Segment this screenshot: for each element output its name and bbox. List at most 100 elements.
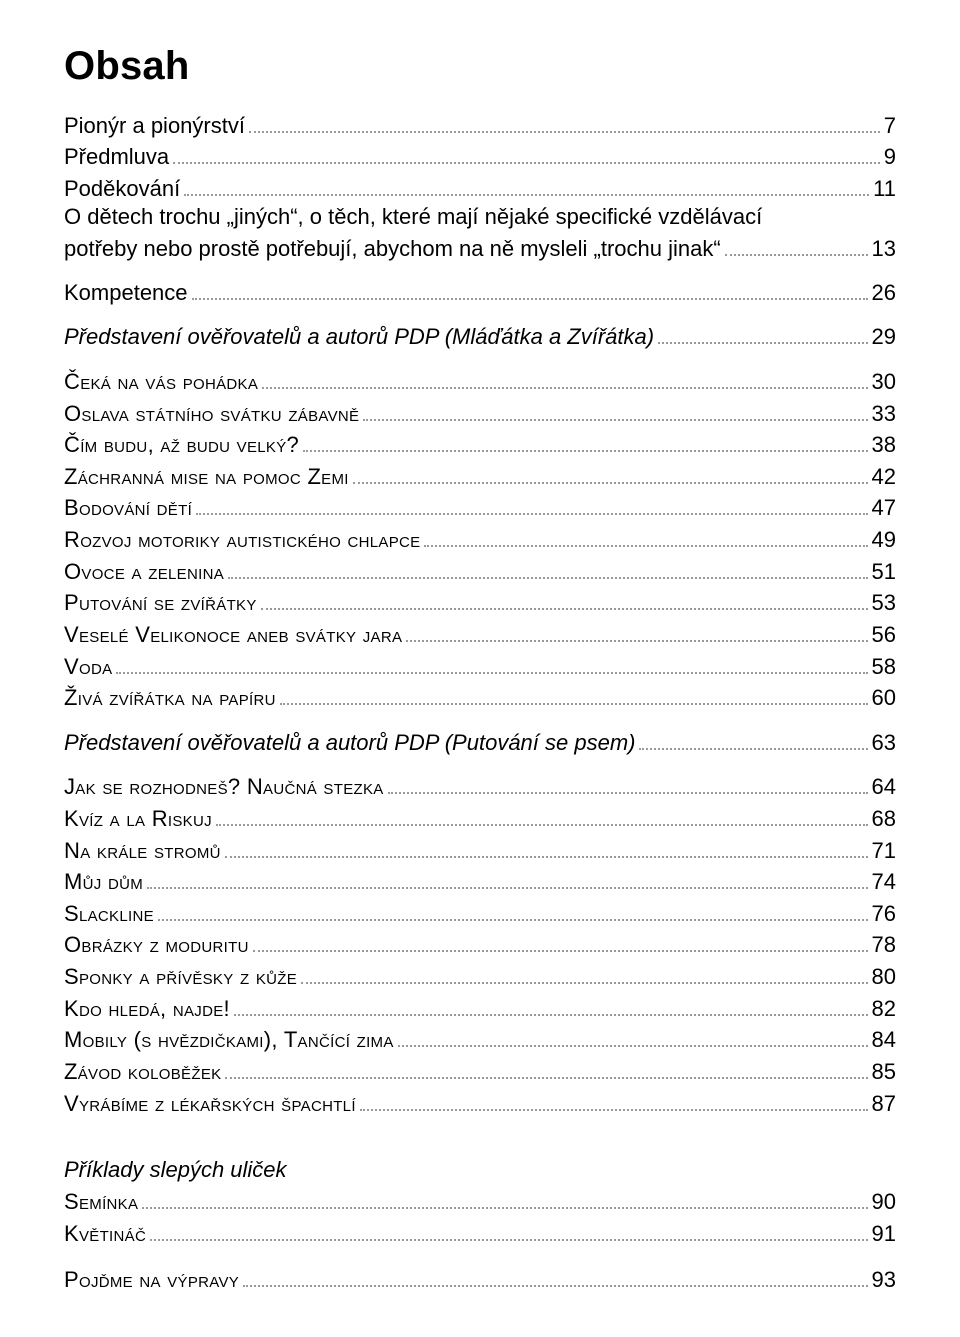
toc-row: Čeká na vás pohádka30 (64, 367, 896, 393)
toc-row: Kompetence26 (64, 278, 896, 304)
toc-leader (301, 962, 867, 984)
toc-row: Mobily (s hvězdičkami), Tančící zima 84 (64, 1026, 896, 1052)
toc-row: Můj dům74 (64, 867, 896, 893)
toc-entry-page: 42 (872, 466, 896, 489)
toc-entry-page: 53 (872, 592, 896, 615)
toc-leader (353, 462, 868, 484)
toc-entry-label: Obrázky z moduritu (64, 934, 249, 957)
toc-leader (225, 836, 868, 858)
toc-leader (363, 399, 867, 421)
toc-entry-label: Čím budu, až budu velký? (64, 434, 299, 457)
toc-row: Příklady slepých uliček (64, 1159, 896, 1182)
toc-leader (249, 111, 880, 133)
toc-leader (261, 589, 868, 611)
toc-entry-label: Pionýr a pionýrství (64, 115, 245, 138)
toc-entry-label: Živá zvířátka na papíru (64, 687, 276, 710)
toc-entry-label: Předmluva (64, 146, 169, 169)
toc-entry-label: potřeby nebo prostě potřebují, abychom n… (64, 238, 721, 261)
toc-leader (173, 143, 880, 165)
page-title: Obsah (64, 44, 896, 89)
toc-leader (228, 557, 868, 579)
toc-entry-page: 90 (872, 1191, 896, 1214)
toc-entry-page: 80 (872, 966, 896, 989)
toc-entry-label: Květináč (64, 1223, 146, 1246)
toc-leader (725, 234, 868, 256)
toc-entry-page: 71 (872, 840, 896, 863)
toc-entry-page: 93 (872, 1269, 896, 1292)
table-of-contents: Pionýr a pionýrství7Předmluva9Poděkování… (64, 111, 896, 1292)
toc-leader (192, 278, 868, 300)
toc-row: Kdo hledá, najde!82 (64, 994, 896, 1020)
toc-entry-label: Ovoce a zelenina (64, 561, 224, 584)
toc-leader (262, 367, 867, 389)
toc-entry-label: Kvíz a la Riskuj (64, 808, 212, 831)
toc-entry-label: Kompetence (64, 282, 188, 305)
toc-row: Záchranná mise na pomoc Zemi42 (64, 462, 896, 488)
toc-entry-label: Voda (64, 656, 112, 679)
toc-row: Poděkování11 (64, 174, 896, 200)
toc-leader (360, 1089, 868, 1111)
toc-entry-page: 47 (872, 497, 896, 520)
toc-row: Závod koloběžek85 (64, 1057, 896, 1083)
toc-entry-page: 64 (872, 776, 896, 799)
toc-row: Slackline 76 (64, 899, 896, 925)
toc-leader (158, 899, 868, 921)
toc-entry-page: 76 (872, 903, 896, 926)
toc-entry-label: Putování se zvířátky (64, 592, 257, 615)
toc-row: Předmluva 9 (64, 143, 896, 169)
toc-entry-label: Pojďme na výpravy (64, 1269, 239, 1292)
toc-entry-label: Slackline (64, 903, 154, 926)
toc-entry-page: 13 (872, 238, 896, 261)
toc-leader (116, 652, 867, 674)
toc-entry-page: 85 (872, 1061, 896, 1084)
toc-row: O dětech trochu „jiných“, o těch, které … (64, 206, 896, 229)
toc-row: Čím budu, až budu velký?38 (64, 430, 896, 456)
toc-entry-label: Semínka (64, 1191, 138, 1214)
toc-row: Putování se zvířátky 53 (64, 589, 896, 615)
toc-entry-label: Na krále stromů (64, 840, 221, 863)
toc-leader (424, 525, 867, 547)
toc-entry-page: 63 (872, 732, 896, 755)
toc-row: Ovoce a zelenina 51 (64, 557, 896, 583)
toc-entry-page: 29 (872, 326, 896, 349)
toc-entry-page: 33 (872, 403, 896, 426)
toc-row: Obrázky z moduritu 78 (64, 931, 896, 957)
toc-entry-label: Příklady slepých uliček (64, 1159, 287, 1182)
toc-row: Voda58 (64, 652, 896, 678)
toc-leader (234, 994, 868, 1016)
toc-leader (253, 931, 868, 953)
toc-entry-page: 51 (872, 561, 896, 584)
toc-entry-page: 9 (884, 146, 896, 169)
toc-entry-label: Mobily (s hvězdičkami), Tančící zima (64, 1029, 394, 1052)
toc-entry-page: 84 (872, 1029, 896, 1052)
toc-leader (147, 867, 867, 889)
toc-row: Veselé Velikonoce aneb svátky jara56 (64, 620, 896, 646)
toc-entry-label: Můj dům (64, 871, 143, 894)
toc-entry-label: Představení ověřovatelů a autorů PDP (Pu… (64, 732, 635, 755)
toc-leader (216, 804, 868, 826)
toc-entry-page: 78 (872, 934, 896, 957)
toc-leader (658, 323, 867, 345)
toc-leader (196, 494, 867, 516)
toc-leader (225, 1057, 867, 1079)
toc-leader (398, 1026, 868, 1048)
toc-leader (142, 1187, 867, 1209)
toc-row: Vyrábíme z lékařských špachtlí87 (64, 1089, 896, 1115)
toc-leader (150, 1219, 867, 1241)
toc-row: Semínka 90 (64, 1187, 896, 1213)
toc-leader (303, 430, 867, 452)
toc-entry-page: 60 (872, 687, 896, 710)
toc-row: Květináč91 (64, 1219, 896, 1245)
toc-leader (639, 728, 867, 750)
toc-row: Rozvoj motoriky autistického chlapce49 (64, 525, 896, 551)
toc-entry-label: Představení ověřovatelů a autorů PDP (Ml… (64, 326, 654, 349)
toc-row: Živá zvířátka na papíru 60 (64, 684, 896, 710)
toc-row: Sponky a přívěsky z kůže 80 (64, 962, 896, 988)
toc-entry-label: Sponky a přívěsky z kůže (64, 966, 297, 989)
toc-row: Jak se rozhodneš? Naučná stezka64 (64, 772, 896, 798)
toc-row: Představení ověřovatelů a autorů PDP (Pu… (64, 728, 896, 754)
toc-row: Oslava státního svátku zábavně33 (64, 399, 896, 425)
toc-entry-page: 11 (873, 178, 896, 201)
toc-leader (184, 174, 869, 196)
toc-entry-label: Čeká na vás pohádka (64, 371, 258, 394)
